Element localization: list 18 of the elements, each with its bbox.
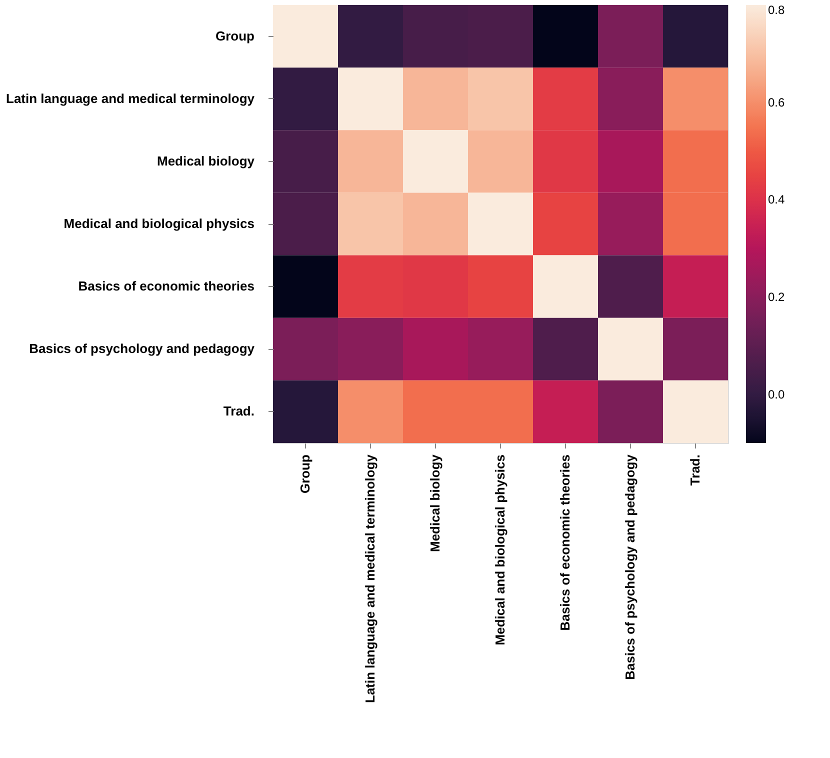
x-tick-label: Medical biology	[428, 454, 442, 552]
x-tick-label: Basics of economic theories	[558, 454, 572, 631]
y-tick-label: Trad.	[223, 404, 254, 419]
x-tick-label: Medical and biological physics	[492, 454, 508, 646]
y-tick-label: Basics of psychology and pedagogy	[29, 341, 256, 356]
y-tick-label: Basics of economic theories	[78, 278, 254, 294]
x-tick-label: Basics of psychology and pedagogy	[622, 454, 638, 680]
color-bar-label: 0.0	[768, 387, 786, 402]
color-bar-label: 0.4	[768, 192, 786, 207]
color-bar-label: 0.2	[768, 290, 786, 304]
color-bar-label: 0.6	[768, 95, 786, 110]
x-tick-label: Trad.	[688, 454, 702, 486]
y-tick-label: Medical and biological physics	[64, 216, 254, 231]
y-tick-label: Group	[216, 28, 255, 44]
y-tick-label: Medical biology	[156, 153, 256, 168]
y-tick-label: Latin language and medical terminology	[6, 90, 256, 106]
x-tick-label: Group	[298, 454, 312, 494]
color-bar-label: 0.8	[768, 3, 786, 17]
